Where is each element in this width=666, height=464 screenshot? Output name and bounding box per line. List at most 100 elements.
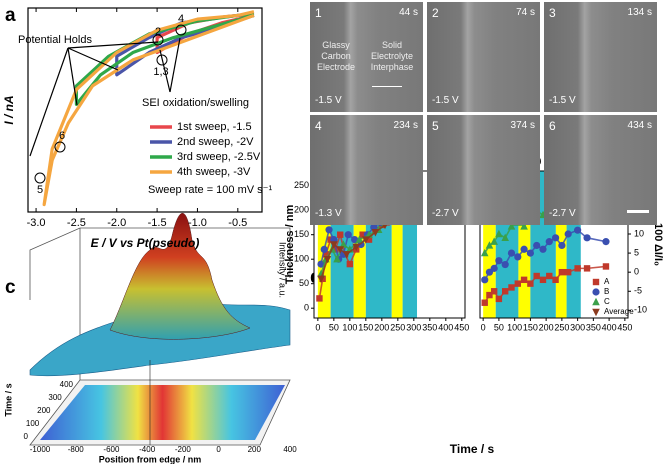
point	[352, 243, 361, 252]
y-tick-label: 300	[48, 393, 62, 402]
point	[602, 238, 610, 246]
point	[317, 275, 325, 283]
point	[514, 253, 522, 261]
hold-marker	[54, 141, 66, 153]
x-tick-label: -1.5	[148, 217, 167, 229]
point	[574, 226, 582, 234]
arrow	[169, 37, 181, 93]
point	[533, 241, 541, 250]
point	[602, 263, 610, 270]
frame-number: 3	[549, 6, 556, 20]
point	[342, 251, 351, 259]
x-tick-label: 350	[422, 322, 437, 332]
plot-frame	[27, 7, 263, 213]
point	[564, 268, 572, 276]
x-tick-label: 450	[454, 322, 469, 332]
hold-marker-label: 6	[59, 130, 65, 142]
frame-potential: -2.7 V	[432, 208, 459, 219]
point	[337, 231, 344, 238]
legend-label: 1st sweep, -1.5	[177, 121, 252, 133]
legend-label: C	[604, 297, 610, 306]
point	[592, 308, 600, 317]
hold-marker-label: 1,3	[153, 66, 168, 78]
y-axis-title: 100 ΔI/I₀	[652, 223, 664, 266]
point	[507, 249, 516, 257]
x-tick-label: -600	[103, 445, 120, 454]
point	[526, 249, 534, 257]
frame-number: 6	[549, 119, 556, 133]
y-tick-label: -5	[634, 286, 642, 296]
x-tick-label: 400	[283, 445, 297, 454]
arrow	[67, 41, 159, 49]
surface-peak	[109, 213, 251, 340]
hold-marker-label: 2	[155, 26, 161, 38]
x-tick-label: -800	[68, 445, 85, 454]
sei-label: Solid Electrolyte Interphase	[370, 40, 414, 72]
x-tick-label: 0	[481, 322, 486, 332]
point	[346, 260, 354, 268]
y-tick-label: 100	[26, 419, 40, 428]
point	[501, 260, 509, 269]
point	[539, 245, 547, 253]
frame-number: 1	[315, 6, 322, 20]
point	[330, 241, 338, 249]
x-tick-label: 300	[570, 322, 585, 332]
point	[592, 288, 600, 296]
point	[333, 255, 341, 263]
point	[592, 278, 600, 286]
point	[486, 291, 493, 299]
micrograph: 5 374 s -2.7 V	[427, 115, 540, 225]
x-axis-title: Time / s	[450, 442, 495, 456]
x-tick-label: 200	[374, 322, 389, 332]
point	[316, 295, 323, 302]
arrow	[67, 47, 119, 71]
point	[514, 280, 521, 287]
point	[480, 248, 489, 257]
arrow	[372, 86, 402, 87]
x-tick-label: 100	[342, 322, 357, 332]
point	[574, 265, 581, 272]
y-tick-label: 200	[37, 406, 51, 415]
point	[558, 268, 566, 276]
x-tick-label: 150	[523, 322, 538, 332]
point	[508, 284, 515, 291]
y-tick-label: -10	[634, 305, 647, 315]
y-tick-label: 150	[294, 229, 309, 239]
x-tick-label: 0	[315, 322, 320, 332]
hold-marker	[175, 24, 187, 36]
y-tick-label: 0	[634, 267, 639, 277]
x-axis-title: E / V vs Pt(pseudo)	[91, 236, 200, 250]
micrograph: 3 134 s -1.5 V	[544, 2, 657, 112]
point	[481, 299, 488, 306]
y-tick-label: 50	[299, 278, 309, 288]
legend-label: A	[604, 277, 610, 286]
point	[545, 238, 553, 246]
micrograph: 4 234 s -1.3 V	[310, 115, 423, 225]
frame-potential: -2.7 V	[549, 208, 576, 219]
legend-label: 3rd sweep, -2.5V	[177, 151, 261, 163]
sweep-line	[42, 10, 255, 207]
x-tick-label: 350	[586, 322, 601, 332]
frame-time: 74 s	[516, 7, 535, 18]
x-tick-label: -400	[139, 445, 156, 454]
panel-label: c	[5, 277, 16, 298]
x-tick-label: -0.5	[228, 217, 247, 229]
y-axis-title: Time / s	[3, 383, 13, 416]
point	[558, 241, 566, 250]
legend-label: B	[604, 287, 609, 296]
y-tick-label: 0	[24, 432, 29, 441]
point	[592, 297, 600, 306]
point	[325, 226, 333, 234]
point	[495, 229, 503, 238]
arrow	[29, 47, 69, 157]
frame-number: 4	[315, 119, 322, 133]
x-axis-title: Position from edge / nm	[99, 454, 202, 464]
scale-bar	[627, 210, 649, 213]
arrow	[159, 49, 171, 93]
point	[320, 245, 328, 253]
point	[520, 222, 528, 230]
point	[527, 280, 534, 287]
frame-number: 5	[432, 119, 439, 133]
y-tick-label: 250	[294, 180, 309, 190]
hold-marker	[156, 54, 168, 66]
